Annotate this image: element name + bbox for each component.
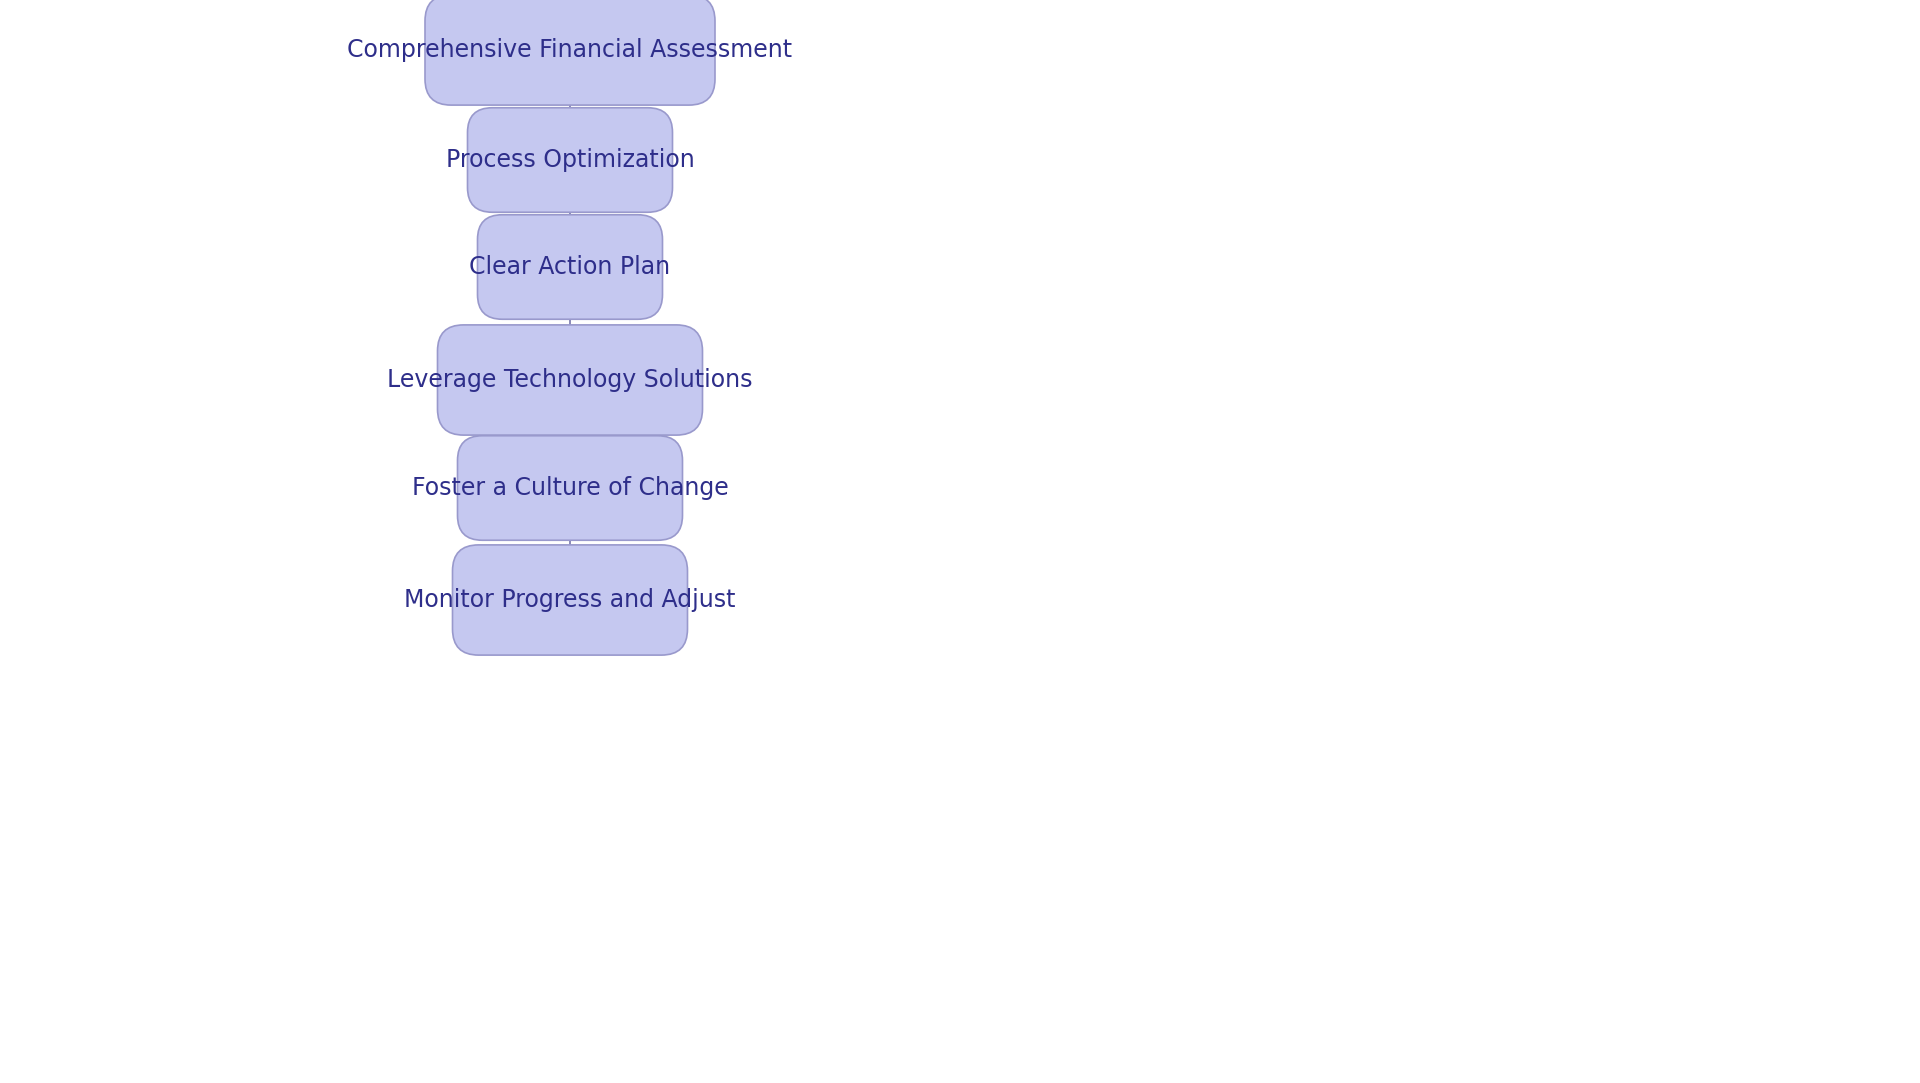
Text: Process Optimization: Process Optimization — [445, 148, 695, 172]
Text: Monitor Progress and Adjust: Monitor Progress and Adjust — [405, 588, 735, 612]
FancyBboxPatch shape — [478, 214, 662, 319]
Text: Clear Action Plan: Clear Action Plan — [468, 255, 670, 279]
FancyBboxPatch shape — [457, 435, 682, 540]
FancyBboxPatch shape — [438, 325, 703, 435]
FancyBboxPatch shape — [453, 545, 687, 655]
FancyBboxPatch shape — [467, 107, 672, 212]
FancyBboxPatch shape — [424, 0, 714, 105]
Text: Leverage Technology Solutions: Leverage Technology Solutions — [388, 368, 753, 392]
Text: Comprehensive Financial Assessment: Comprehensive Financial Assessment — [348, 38, 793, 62]
Text: Foster a Culture of Change: Foster a Culture of Change — [411, 477, 728, 500]
